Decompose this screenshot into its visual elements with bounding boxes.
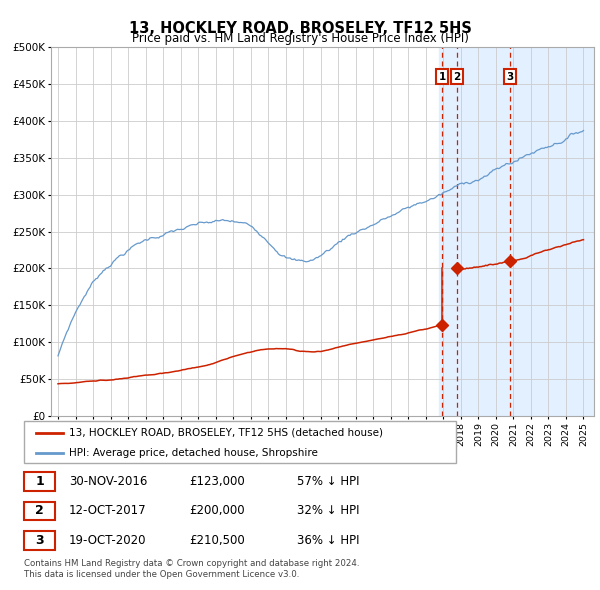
Text: Price paid vs. HM Land Registry's House Price Index (HPI): Price paid vs. HM Land Registry's House … <box>131 32 469 45</box>
Text: 13, HOCKLEY ROAD, BROSELEY, TF12 5HS: 13, HOCKLEY ROAD, BROSELEY, TF12 5HS <box>128 21 472 35</box>
Bar <box>439 47 594 416</box>
Text: £200,000: £200,000 <box>189 504 245 517</box>
Text: HPI: Average price, detached house, Shropshire: HPI: Average price, detached house, Shro… <box>69 448 318 457</box>
Text: 36% ↓ HPI: 36% ↓ HPI <box>297 534 359 547</box>
Text: 3: 3 <box>506 72 514 81</box>
Text: 2: 2 <box>454 72 461 81</box>
Text: £123,000: £123,000 <box>189 475 245 488</box>
Text: 32% ↓ HPI: 32% ↓ HPI <box>297 504 359 517</box>
Text: Contains HM Land Registry data © Crown copyright and database right 2024.: Contains HM Land Registry data © Crown c… <box>24 559 359 568</box>
Text: 57% ↓ HPI: 57% ↓ HPI <box>297 475 359 488</box>
Text: 3: 3 <box>35 534 44 547</box>
Text: This data is licensed under the Open Government Licence v3.0.: This data is licensed under the Open Gov… <box>24 571 299 579</box>
Text: 1: 1 <box>35 475 44 488</box>
Text: 2: 2 <box>35 504 44 517</box>
Text: £210,500: £210,500 <box>189 534 245 547</box>
Text: 13, HOCKLEY ROAD, BROSELEY, TF12 5HS (detached house): 13, HOCKLEY ROAD, BROSELEY, TF12 5HS (de… <box>69 428 383 438</box>
Text: 12-OCT-2017: 12-OCT-2017 <box>69 504 146 517</box>
Text: 19-OCT-2020: 19-OCT-2020 <box>69 534 146 547</box>
Text: 1: 1 <box>439 72 446 81</box>
Text: 30-NOV-2016: 30-NOV-2016 <box>69 475 148 488</box>
